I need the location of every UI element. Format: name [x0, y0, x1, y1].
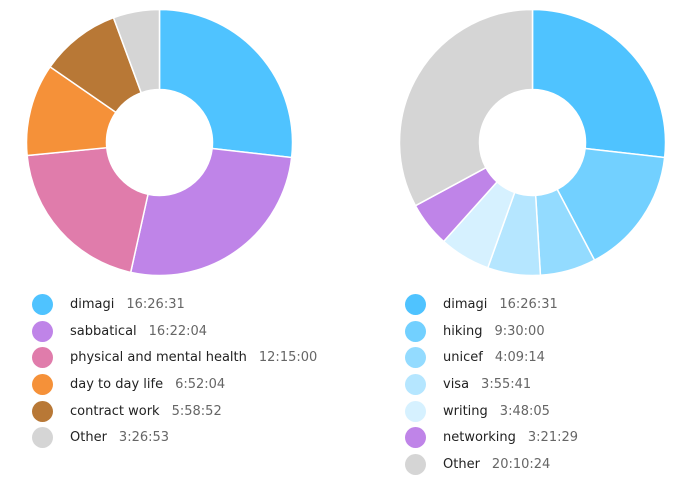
legend-label: hiking — [443, 323, 483, 339]
donut-chart-left — [25, 8, 294, 277]
legend-label: unicef — [443, 350, 483, 366]
right-legend-item-writing[interactable]: writing 3:48:05 — [405, 398, 578, 425]
right-legend-item-hiking[interactable]: hiking 9:30:00 — [405, 318, 578, 345]
right-legend-item-unicef[interactable]: unicef 4:09:14 — [405, 344, 578, 371]
left-legend-item-other[interactable]: Other 3:26:53 — [32, 424, 317, 451]
legend-swatch — [32, 320, 53, 342]
left-legend-item-day-to-day-life[interactable]: day to day life 6:52:04 — [32, 371, 317, 398]
legend-value: 4:09:14 — [494, 350, 545, 366]
legend-value: 20:10:24 — [491, 456, 551, 472]
legend-label: networking — [443, 430, 516, 446]
legend-label: day to day life — [70, 376, 164, 392]
left-legend-item-sabbatical[interactable]: sabbatical 16:22:04 — [32, 318, 317, 345]
left-legend-item-contract-work[interactable]: contract work 5:58:52 — [32, 398, 317, 425]
legend-swatch — [405, 400, 426, 422]
donut-chart-right — [398, 8, 667, 277]
legend-label: Other — [70, 430, 107, 446]
right-slice-other[interactable] — [398, 8, 534, 207]
legend-swatch — [405, 453, 426, 475]
legend-value: 5:58:52 — [171, 403, 222, 419]
legend-value: 16:26:31 — [499, 296, 558, 312]
legend-swatch — [405, 347, 426, 369]
legend-value: 3:55:41 — [481, 376, 532, 392]
legend-value: 9:30:00 — [494, 323, 545, 339]
legend-label: writing — [443, 403, 488, 419]
left-slice-other[interactable] — [112, 8, 161, 94]
left-slice-physical-and-mental-health[interactable] — [26, 146, 149, 274]
legend-label: Other — [443, 456, 480, 472]
right-legend-item-networking[interactable]: networking 3:21:29 — [405, 424, 578, 451]
legend-swatch — [405, 427, 426, 449]
legend-right: dimagi 16:26:31 hiking 9:30:00 unicef 4:09:14… — [405, 291, 578, 478]
legend-swatch — [32, 400, 53, 422]
legend-label: contract work — [70, 403, 160, 419]
legend-value: 12:15:00 — [258, 350, 318, 366]
legend-label: dimagi — [70, 296, 115, 312]
legend-label: dimagi — [443, 296, 488, 312]
legend-value: 16:22:04 — [148, 323, 208, 339]
right-slice-dimagi[interactable] — [531, 8, 667, 159]
right-legend-item-visa[interactable]: visa 3:55:41 — [405, 371, 578, 398]
left-legend-item-physical-and-mental-health[interactable]: physical and mental health 12:15:00 — [32, 344, 317, 371]
legend-swatch — [405, 293, 426, 315]
legend-swatch — [405, 320, 426, 342]
legend-swatch — [405, 373, 426, 395]
legend-label: visa — [443, 376, 470, 392]
right-slice-hiking[interactable] — [556, 147, 666, 262]
legend-label: sabbatical — [70, 323, 137, 339]
left-slice-dimagi[interactable] — [158, 8, 294, 159]
legend-value: 3:26:53 — [118, 430, 170, 446]
legend-value: 6:52:04 — [175, 376, 226, 392]
legend-swatch — [32, 373, 53, 395]
legend-value: 3:21:29 — [527, 430, 579, 446]
left-legend-item-dimagi[interactable]: dimagi 16:26:31 — [32, 291, 317, 318]
right-legend-item-other[interactable]: Other 20:10:24 — [405, 451, 578, 478]
legend-value: 16:26:31 — [126, 296, 185, 312]
legend-label: physical and mental health — [70, 350, 247, 366]
legend-swatch — [32, 427, 53, 449]
legend-swatch — [32, 347, 53, 369]
legend-swatch — [32, 293, 53, 315]
legend-left: dimagi 16:26:31 sabbatical 16:22:04 physical… — [32, 291, 317, 451]
legend-value: 3:48:05 — [499, 403, 550, 419]
right-legend-item-dimagi[interactable]: dimagi 16:26:31 — [405, 291, 578, 318]
left-slice-sabbatical[interactable] — [129, 147, 293, 277]
